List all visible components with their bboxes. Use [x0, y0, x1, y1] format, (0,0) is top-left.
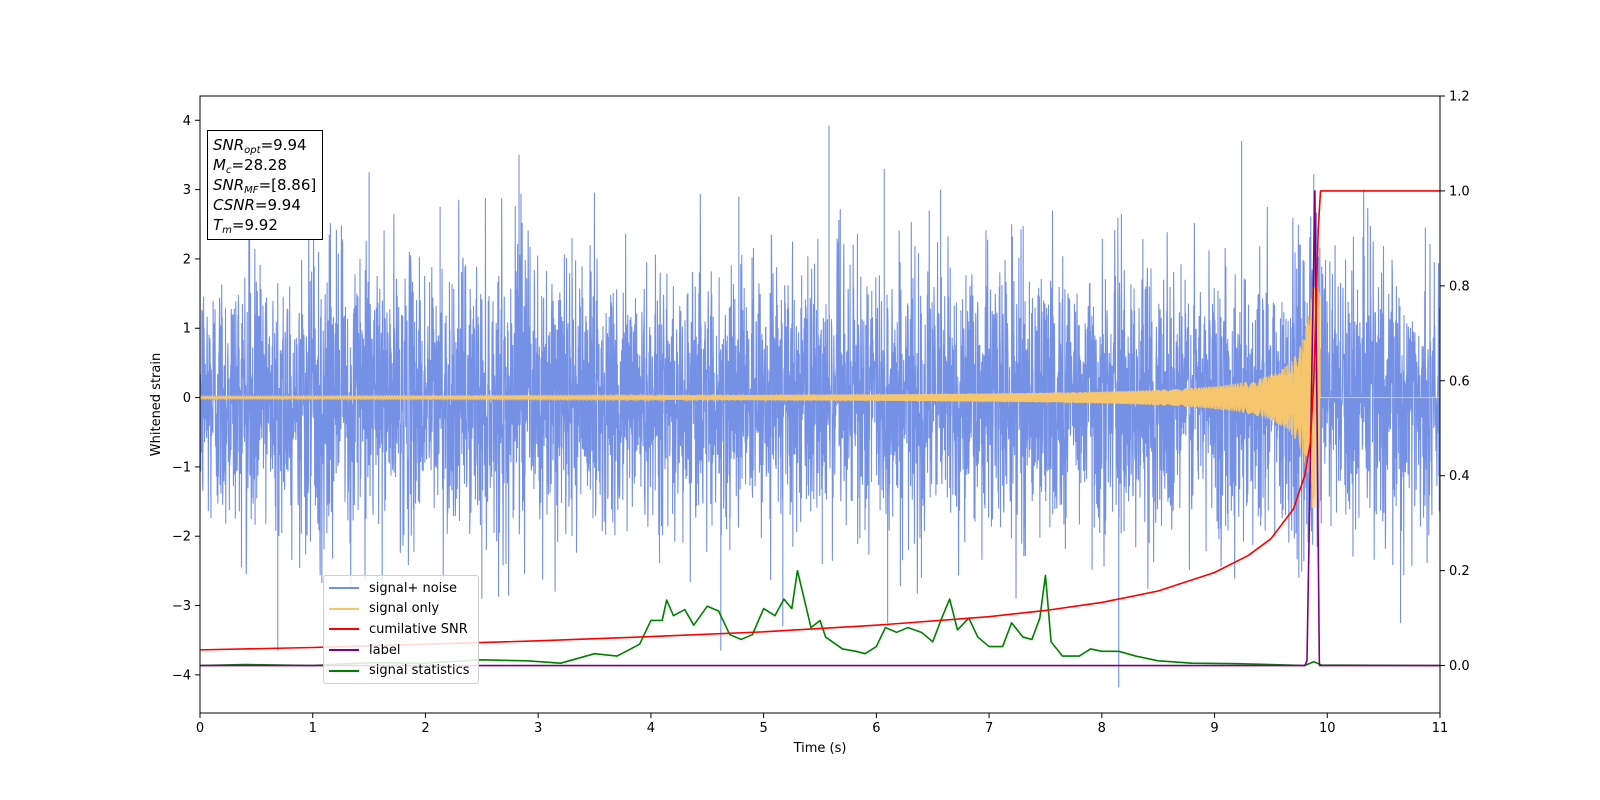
y-left-tick-label: −1	[172, 460, 191, 475]
y-right-tick-label: 0.8	[1449, 279, 1470, 294]
x-tick-label: 3	[534, 721, 542, 736]
x-tick-label: 8	[1098, 721, 1106, 736]
y-left-tick-label: 1	[183, 322, 191, 337]
legend-label: label	[369, 642, 401, 658]
legend-swatch	[329, 628, 359, 631]
series-signal-only	[200, 286, 1440, 509]
y-right-tick-label: 0.6	[1449, 374, 1470, 389]
y-right-tick-label: 0.4	[1449, 469, 1470, 484]
series-signal-statistics	[200, 569, 1440, 667]
y-left-tick-label: 0	[183, 391, 191, 406]
y-axis-right: 0.0 0.2 0.4 0.6 0.8 1.0 1.2	[1440, 90, 1470, 674]
y-right-tick-label: 0.0	[1449, 659, 1470, 674]
legend-label: signal+ noise	[369, 580, 458, 596]
info-tm: Tm=9.92	[213, 216, 278, 236]
x-tick-label: 1	[309, 721, 317, 736]
x-axis-label: Time (s)	[793, 741, 847, 756]
x-tick-label: 4	[647, 721, 655, 736]
legend-swatch	[329, 669, 359, 672]
y-axis-left: −4 −3 −2 −1 0 1 2 3 4	[172, 114, 200, 683]
x-tick-label: 6	[872, 721, 880, 736]
x-axis: 0 1 2 3 4 5 6 7 8 9 10 11	[196, 713, 1448, 736]
legend-label: signal only	[369, 601, 440, 617]
info-snr-opt: SNRopt=9.94	[213, 136, 307, 156]
legend-item-signal-only: signal only	[324, 599, 478, 620]
legend-label: cumilative SNR	[369, 621, 468, 637]
series-layer	[200, 125, 1440, 688]
legend-item-label: label	[324, 640, 478, 661]
info-mc: Mc=28.28	[213, 156, 287, 176]
x-tick-label: 10	[1319, 721, 1336, 736]
info-csnr: CSNR=9.94	[213, 196, 301, 214]
x-tick-label: 2	[421, 721, 429, 736]
y-left-tick-label: −2	[172, 530, 191, 545]
legend-item-signal-statistics: signal statistics	[324, 660, 478, 681]
y-right-tick-label: 1.2	[1449, 90, 1470, 105]
y-left-tick-label: 4	[183, 114, 191, 129]
legend-item-signal-noise: signal+ noise	[324, 578, 478, 599]
y-right-tick-label: 0.2	[1449, 564, 1470, 579]
legend-swatch	[329, 649, 359, 652]
info-box: SNRopt=9.94 Mc=28.28 SNRMF=[8.86] CSNR=9…	[207, 130, 324, 240]
legend-swatch	[329, 607, 359, 610]
x-tick-label: 7	[985, 721, 993, 736]
plot-frame	[199, 95, 1441, 714]
x-tick-label: 9	[1210, 721, 1218, 736]
y-axis-label: Whitened strain	[149, 353, 164, 456]
legend-label: signal statistics	[369, 663, 470, 679]
y-left-tick-label: −3	[172, 599, 191, 614]
legend-item-cumulative-snr: cumilative SNR	[324, 619, 478, 640]
legend-swatch	[329, 587, 359, 590]
x-tick-label: 5	[759, 721, 767, 736]
x-tick-label: 11	[1432, 721, 1449, 736]
y-left-tick-label: 3	[183, 183, 191, 198]
series-cumulative-snr	[200, 190, 1440, 651]
y-right-tick-label: 1.0	[1449, 184, 1470, 199]
info-snr-mf: SNRMF=[8.86]	[213, 176, 317, 196]
legend: signal+ noise signal only cumilative SNR…	[323, 575, 479, 684]
x-tick-label: 0	[196, 721, 204, 736]
y-left-tick-label: 2	[183, 252, 191, 267]
y-left-tick-label: −4	[172, 668, 191, 683]
